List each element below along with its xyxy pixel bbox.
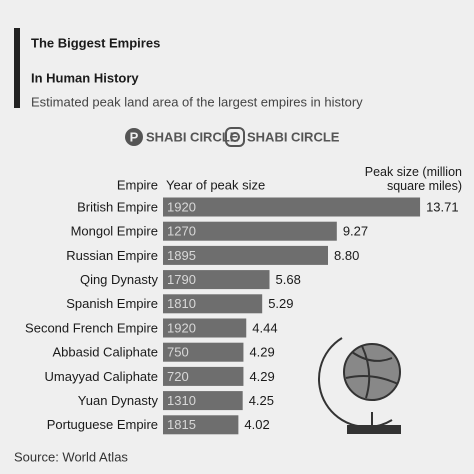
category-label: Second French Empire: [25, 320, 158, 335]
value-label: 4.25: [249, 393, 274, 408]
instagram-icon: [230, 132, 240, 142]
bar: [163, 221, 337, 241]
category-label: Spanish Empire: [66, 296, 158, 311]
category-label: Yuan Dynasty: [78, 393, 159, 408]
pinterest-icon: [125, 128, 143, 146]
category-label: Umayyad Caliphate: [45, 369, 158, 384]
year-label: 1895: [167, 248, 196, 263]
category-label: Abbasid Caliphate: [52, 345, 158, 360]
value-label: 9.27: [343, 224, 368, 239]
year-label: 750: [167, 345, 189, 360]
globe-icon: [317, 337, 401, 434]
year-label: 1810: [167, 296, 196, 311]
column-header: Empire: [117, 177, 158, 192]
chart-title: The Biggest Empires: [31, 35, 160, 50]
value-label: 5.68: [276, 272, 301, 287]
value-label: 4.02: [244, 417, 269, 432]
year-label: 1310: [167, 393, 196, 408]
bar: [163, 318, 247, 338]
bar: [163, 366, 244, 386]
column-header: Year of peak size: [166, 177, 265, 192]
bar: [163, 342, 244, 362]
value-label: 13.71: [426, 199, 459, 214]
category-label: British Empire: [77, 199, 158, 214]
bar: [163, 391, 243, 411]
bar: [163, 197, 421, 217]
category-label: Qing Dynasty: [80, 272, 159, 287]
column-header: Peak size (million square miles): [364, 165, 462, 193]
bar: [163, 245, 328, 265]
source: Source: World Atlas: [14, 449, 128, 464]
value-label: 4.44: [252, 320, 277, 335]
value-label: 4.29: [249, 369, 274, 384]
brand: SHABI CIRCLE: [146, 129, 239, 144]
year-label: 720: [167, 369, 189, 384]
year-label: 1920: [167, 199, 196, 214]
icon-glyph: P: [130, 129, 139, 144]
value-label: 4.29: [249, 345, 274, 360]
year-label: 1270: [167, 224, 196, 239]
category-label: Portuguese Empire: [47, 417, 158, 432]
bar: [163, 294, 263, 314]
value-label: 5.29: [268, 296, 293, 311]
bar: [163, 415, 239, 435]
category-label: Russian Empire: [66, 248, 158, 263]
year-label: 1790: [167, 272, 196, 287]
value-label: 8.80: [334, 248, 359, 263]
bar: [163, 270, 270, 290]
chart-title: In Human History: [31, 70, 139, 85]
title-bar: [14, 28, 20, 108]
instagram-icon: [225, 127, 245, 147]
brand: SHABI CIRCLE: [247, 129, 340, 144]
year-label: 1815: [167, 417, 196, 432]
subtitle: Estimated peak land area of the largest …: [31, 94, 363, 109]
year-label: 1920: [167, 320, 196, 335]
category-label: Mongol Empire: [71, 224, 158, 239]
